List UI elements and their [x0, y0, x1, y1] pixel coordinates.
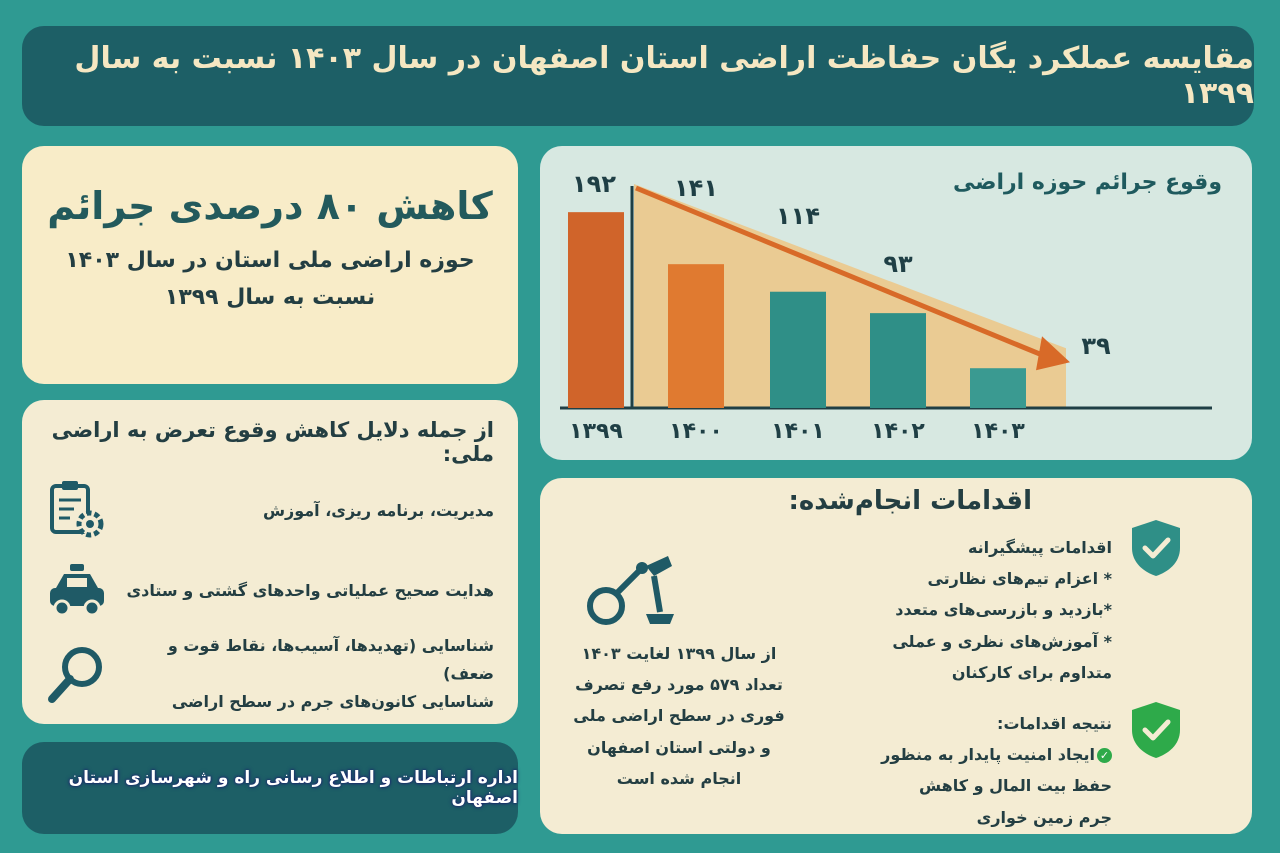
- preventive-line: اقدامات پیشگیرانه: [967, 538, 1112, 557]
- title-banner: مقایسه عملکرد یگان حفاظت اراضی استان اصف…: [22, 26, 1254, 126]
- preventive-line: * اعزام تیم‌های نظارتی: [927, 569, 1112, 589]
- trend-arrow-line: [635, 185, 1051, 361]
- category-label: ۱۴۰۲: [871, 419, 925, 444]
- bar-2: [668, 264, 724, 408]
- shield-check-icon: [1132, 520, 1180, 576]
- summary-headline: کاهش ۸۰ درصدی جرائم: [47, 184, 493, 228]
- reason-text-2: شناسایی کانون‌های جرم در سطح اراضی: [171, 692, 494, 711]
- bar-1: [568, 212, 624, 408]
- category-label: ۱۴۰۱: [771, 419, 825, 444]
- preventive-actions: اقدامات پیشگیرانه * اعزام تیم‌های نظارتی…: [852, 532, 1112, 688]
- summary-card: کاهش ۸۰ درصدی جرائم حوزه اراضی ملی استان…: [22, 146, 518, 384]
- check-icon: ✓: [1097, 748, 1112, 764]
- stat-line: انجام شده است: [616, 768, 742, 788]
- reason-item-management: مدیریت، برنامه ریزی، آموزش: [44, 478, 494, 544]
- stat-line: تعداد ۵۷۹ مورد رفع تصرف: [575, 675, 783, 695]
- reason-text: هدایت صحیح عملیاتی واحدهای گشتی و ستادی: [126, 581, 494, 600]
- stat-line: از سال ۱۳۹۹ لغایت ۱۴۰۳: [581, 644, 777, 663]
- magnifier-icon: [48, 647, 102, 703]
- value-label: ۱۹۲: [572, 170, 616, 198]
- handcuff-icon: [587, 556, 674, 625]
- result-title: نتیجه اقدامات:: [997, 714, 1112, 733]
- result-line: حفظ بیت المال و کاهش: [918, 776, 1112, 796]
- reasons-heading: از جمله دلایل کاهش وقوع تعرض به اراضی مل…: [51, 418, 494, 466]
- reason-text: شناسایی (تهدیدها، آسیب‌ها، نقاط قوت و ضع…: [167, 636, 494, 683]
- category-label: ۱۴۰۰: [669, 419, 723, 444]
- patrol-car-icon: [50, 564, 104, 617]
- value-label: ۹۳: [883, 250, 913, 278]
- reason-item-identification: شناسایی (تهدیدها، آسیب‌ها، نقاط قوت و ضع…: [44, 632, 494, 716]
- chart-title: وقوع جرائم حوزه اراضی: [952, 170, 1222, 195]
- summary-line-1: حوزه اراضی ملی استان در سال ۱۴۰۳: [65, 248, 475, 273]
- value-label: ۱۴۱: [674, 174, 718, 202]
- trend-area: [634, 184, 1066, 408]
- reasons-card: از جمله دلایل کاهش وقوع تعرض به اراضی مل…: [22, 400, 518, 724]
- reason-text-group: شناسایی (تهدیدها، آسیب‌ها، نقاط قوت و ضع…: [122, 632, 494, 716]
- bar-chart: ۱۹۲ ۱۴۱ ۱۱۴ ۹۳ ۳۹ ۱۳۹۹ ۱۴۰۰ ۱۴۰۱ ۱۴۰۲ ۱۴۰۳: [560, 170, 1212, 444]
- reason-item-patrol: هدایت صحیح عملیاتی واحدهای گشتی و ستادی: [44, 558, 494, 624]
- bar-5: [970, 368, 1026, 408]
- category-label: ۱۴۰۳: [971, 419, 1025, 444]
- trend-arrow-head: [1036, 336, 1070, 371]
- preventive-line: متداوم برای کارکنان: [951, 662, 1112, 682]
- stat-line: فوری در سطح اراضی ملی: [573, 706, 785, 726]
- bar-4: [870, 313, 926, 408]
- value-label: ۳۹: [1081, 332, 1111, 360]
- chart-card: وقوع جرائم حوزه اراضی ۱۹۲ ۱۴۱ ۱۱۴ ۹۳ ۳۹ ۱۳۹۹ ۱…: [540, 146, 1252, 460]
- stat-line: و دولتی استان اصفهان: [587, 737, 771, 757]
- action-results: نتیجه اقدامات: ✓ایجاد امنیت پایدار به من…: [852, 708, 1112, 833]
- preventive-line: *بازدید و بازرسی‌های متعدد: [895, 600, 1112, 620]
- bar-3: [770, 291, 826, 408]
- clipboard-gear-icon: [50, 481, 104, 538]
- footer-banner: اداره ارتباطات و اطلاع رسانی راه و شهرسا…: [22, 742, 518, 834]
- actions-heading: اقدامات انجام‌شده:: [788, 486, 1032, 516]
- shield-check-green-icon: [1132, 702, 1180, 758]
- category-label: ۱۳۹۹: [569, 419, 623, 444]
- reason-text: مدیریت، برنامه ریزی، آموزش: [262, 501, 494, 520]
- summary-line-2: نسبت به سال ۱۳۹۹: [164, 285, 376, 311]
- removal-stat: از سال ۱۳۹۹ لغایت ۱۴۰۳ تعداد ۵۷۹ مورد رف…: [548, 638, 810, 794]
- footer-text: اداره ارتباطات و اطلاع رسانی راه و شهرسا…: [68, 768, 518, 808]
- result-line: جرم زمین خواری: [976, 807, 1112, 827]
- actions-card: اقدامات انجام‌شده: اقدامات پیشگیرانه * ا…: [540, 478, 1252, 834]
- preventive-line: * آموزش‌های نظری و عملی: [892, 631, 1112, 651]
- result-line: ✓ایجاد امنیت پایدار به منظور: [852, 739, 1112, 770]
- value-label: ۱۱۴: [776, 202, 820, 230]
- page-title: مقایسه عملکرد یگان حفاظت اراضی استان اصف…: [74, 41, 1254, 111]
